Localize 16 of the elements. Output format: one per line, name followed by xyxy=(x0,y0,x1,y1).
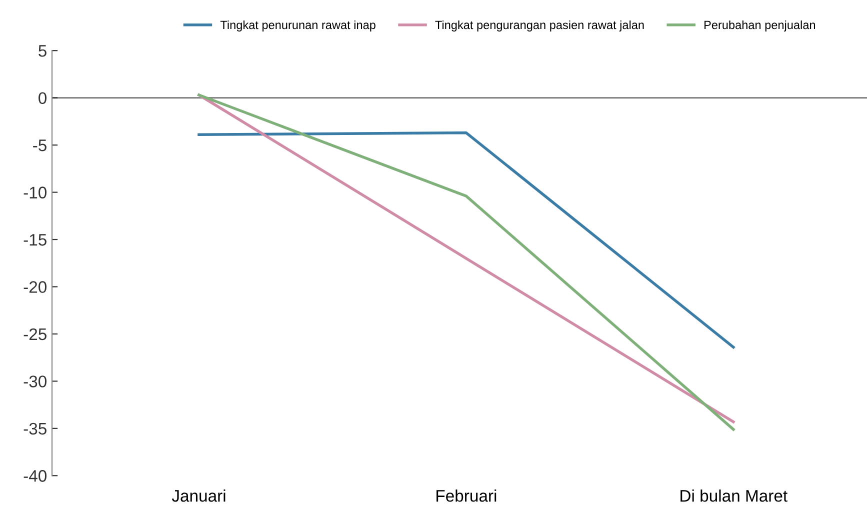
y-tick-label: 0 xyxy=(38,92,47,104)
y-tick-label: -30 xyxy=(24,376,47,388)
legend-label: Tingkat pengurangan pasien rawat jalan xyxy=(435,20,644,32)
x-tick-label: Februari xyxy=(436,490,496,502)
y-tick-label: -25 xyxy=(24,328,46,340)
y-tick-label: -40 xyxy=(24,470,47,482)
legend-label: Tingkat penurunan rawat inap xyxy=(220,20,376,32)
legend-label: Perubahan penjualan xyxy=(704,20,816,32)
y-tick-label: -15 xyxy=(24,234,46,246)
y-tick-label: -20 xyxy=(24,281,47,293)
x-tick-label: Januari xyxy=(172,490,226,502)
y-tick-label: 5 xyxy=(38,45,46,57)
x-tick-label: Di bulan Maret xyxy=(680,490,788,502)
y-tick-label: -10 xyxy=(24,186,47,198)
y-tick-label: -35 xyxy=(24,422,46,435)
y-tick-label: -5 xyxy=(33,140,46,152)
